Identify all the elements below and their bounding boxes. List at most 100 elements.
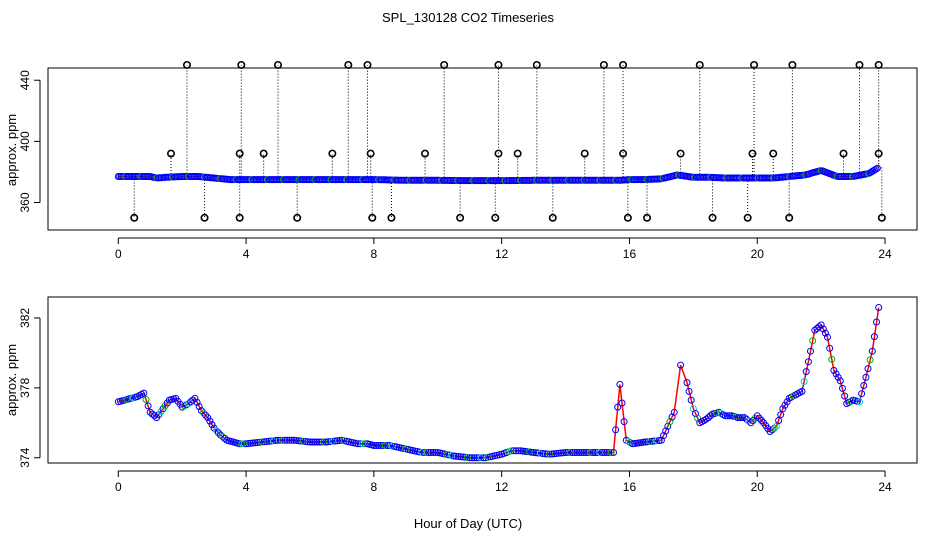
bottom-x-axis: 0 4 8 12 16 20 24 bbox=[115, 470, 892, 494]
bottom-x-tick-label: 4 bbox=[243, 480, 250, 494]
bottom-data-point bbox=[798, 387, 806, 395]
top-spike-lines bbox=[133, 64, 883, 218]
bottom-data-point bbox=[830, 366, 838, 374]
top-low-outlier-point bbox=[623, 213, 632, 222]
bottom-data-point bbox=[860, 382, 868, 389]
bottom-data-point bbox=[477, 454, 485, 462]
top-x-tick-label: 8 bbox=[371, 247, 378, 261]
bottom-x-tick-label: 24 bbox=[878, 480, 892, 494]
bottom-data-point bbox=[644, 438, 652, 446]
bottom-data-point bbox=[824, 333, 831, 341]
bottom-data-point bbox=[612, 426, 620, 434]
bottom-data-point bbox=[704, 414, 712, 422]
bottom-data-point bbox=[575, 449, 583, 456]
top-high-outlier-point bbox=[494, 60, 503, 69]
bottom-data-point bbox=[584, 449, 592, 456]
bottom-data-point bbox=[736, 414, 744, 422]
bottom-data-point bbox=[598, 449, 606, 456]
bottom-data-point bbox=[260, 438, 268, 446]
bottom-data-point bbox=[308, 438, 316, 446]
bottom-data-point bbox=[747, 419, 755, 427]
bottom-data-point bbox=[247, 439, 255, 447]
bottom-data-point bbox=[839, 384, 846, 392]
top-y-tick-label: 400 bbox=[18, 131, 32, 151]
bottom-data-point bbox=[800, 378, 808, 385]
bottom-data-point bbox=[834, 373, 842, 381]
bottom-data-point bbox=[466, 454, 474, 462]
bottom-data-point bbox=[557, 449, 565, 457]
bottom-data-point bbox=[862, 373, 870, 381]
bottom-data-point bbox=[359, 440, 367, 448]
bottom-data-point bbox=[432, 449, 439, 456]
bottom-data-point bbox=[607, 449, 615, 456]
bottom-data-point bbox=[555, 449, 563, 457]
bottom-data-point bbox=[826, 344, 834, 352]
top-low-outlier-point bbox=[200, 213, 209, 222]
top-low-outlier-point bbox=[548, 213, 557, 222]
bottom-data-point bbox=[381, 442, 389, 449]
bottom-data-point bbox=[726, 412, 734, 420]
bottom-x-tick-label: 20 bbox=[751, 480, 765, 494]
bottom-data-point bbox=[140, 389, 148, 397]
bottom-data-point bbox=[322, 438, 330, 446]
bottom-data-point bbox=[743, 415, 751, 423]
top-x-tick-label: 4 bbox=[243, 247, 250, 261]
bottom-data-point bbox=[191, 394, 199, 402]
top-mid-outlier-point bbox=[420, 149, 429, 158]
bottom-x-tick-label: 8 bbox=[371, 480, 378, 494]
top-low-outlier-point bbox=[368, 213, 377, 222]
bottom-data-point bbox=[610, 449, 617, 456]
bottom-data-point bbox=[616, 380, 624, 388]
bottom-data-point bbox=[548, 450, 556, 458]
bottom-data-point bbox=[566, 449, 574, 456]
bottom-data-point bbox=[543, 450, 551, 458]
bottom-data-point bbox=[507, 447, 515, 455]
bottom-data-point bbox=[315, 438, 323, 446]
bottom-data-point bbox=[418, 449, 426, 456]
bottom-data-point bbox=[580, 449, 588, 456]
bottom-data-point bbox=[605, 449, 613, 456]
top-baseline-series bbox=[114, 164, 881, 185]
bottom-data-point bbox=[144, 402, 152, 410]
top-y-tick-label: 440 bbox=[18, 70, 32, 90]
bottom-data-point bbox=[755, 414, 763, 422]
bottom-data-point bbox=[313, 438, 321, 446]
bottom-data-point bbox=[295, 437, 303, 445]
bottom-data-point bbox=[452, 452, 460, 460]
bottom-data-point bbox=[249, 439, 257, 447]
bottom-data-point bbox=[670, 408, 678, 416]
bottom-data-point bbox=[683, 379, 691, 387]
bottom-data-point bbox=[197, 407, 205, 415]
bottom-data-point bbox=[775, 417, 783, 424]
bottom-data-point bbox=[856, 398, 863, 406]
bottom-data-point bbox=[749, 417, 757, 424]
bottom-data-point bbox=[290, 436, 298, 444]
top-high-outlier-point bbox=[532, 60, 541, 69]
top-low-outlier-point bbox=[643, 213, 652, 222]
bottom-data-point bbox=[151, 412, 158, 420]
top-high-outlier-point bbox=[363, 60, 372, 69]
top-mid-outlier-point bbox=[513, 149, 522, 158]
bottom-data-point bbox=[324, 438, 332, 446]
top-mid-outlier-point bbox=[839, 149, 848, 158]
top-mid-outlier-point bbox=[769, 149, 778, 158]
bottom-x-tick-label: 0 bbox=[115, 480, 122, 494]
bottom-data-point bbox=[142, 396, 150, 403]
bottom-co2-markers bbox=[114, 304, 883, 462]
bottom-data-point bbox=[219, 433, 227, 441]
bottom-data-point bbox=[204, 414, 212, 422]
bottom-data-point bbox=[559, 449, 567, 457]
bottom-data-point bbox=[781, 401, 789, 409]
bottom-data-point bbox=[541, 450, 549, 458]
top-mid-outlier-point bbox=[580, 149, 589, 158]
bottom-data-point bbox=[641, 438, 649, 446]
bottom-data-point bbox=[461, 453, 469, 461]
bottom-data-point bbox=[450, 452, 458, 460]
bottom-data-point bbox=[242, 440, 250, 448]
bottom-data-point bbox=[836, 377, 844, 385]
top-x-tick-label: 0 bbox=[115, 247, 122, 261]
bottom-x-tick-label: 12 bbox=[495, 480, 509, 494]
bottom-data-point bbox=[317, 438, 325, 446]
bottom-panel: 0 4 8 12 16 20 24 374 378 382 approx. ppm bbox=[4, 296, 918, 494]
bottom-data-point bbox=[870, 333, 878, 341]
